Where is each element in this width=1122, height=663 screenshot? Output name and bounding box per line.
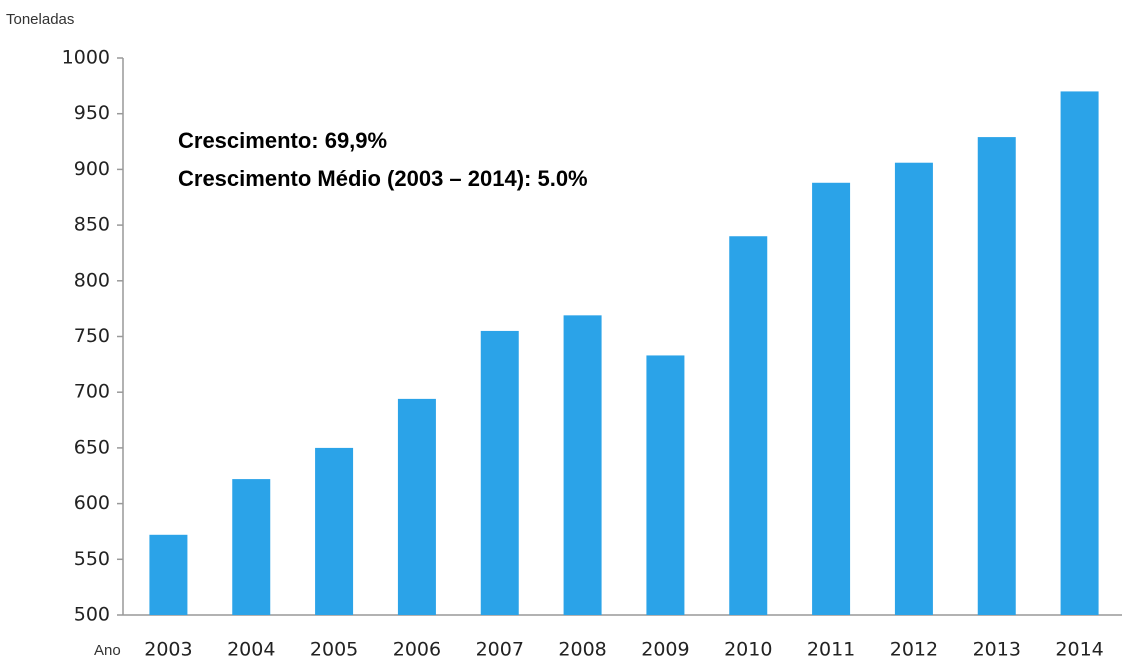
y-tick-label: 950	[74, 102, 110, 124]
y-tick-label: 500	[74, 604, 110, 626]
x-tick-label: 2010	[724, 639, 772, 661]
bar	[812, 182, 851, 615]
y-tick-label: 850	[74, 214, 110, 236]
x-tick-label: 2012	[890, 639, 938, 661]
x-tick-label: 2009	[641, 639, 689, 661]
y-tick-label: 750	[74, 325, 110, 347]
y-tick-label: 550	[74, 548, 110, 570]
bar	[563, 315, 602, 615]
x-tick-label: 2005	[310, 639, 358, 661]
bar	[397, 398, 436, 615]
x-tick-label: 2013	[973, 639, 1021, 661]
x-tick-label: 2014	[1055, 639, 1103, 661]
x-tick-label: 2004	[227, 639, 275, 661]
bar	[232, 479, 271, 615]
bar	[480, 330, 519, 615]
x-tick-label: 2011	[807, 639, 855, 661]
bar	[977, 137, 1016, 615]
x-tick-label: 2006	[393, 639, 441, 661]
x-axis-label: Ano	[94, 642, 121, 659]
x-tick-label: 2003	[144, 639, 192, 661]
y-tick-label: 650	[74, 436, 110, 458]
y-tick-label: 600	[74, 492, 110, 514]
bar	[894, 162, 933, 615]
bar	[315, 447, 354, 615]
y-tick-label: 1000	[62, 47, 110, 69]
y-tick-label: 900	[74, 158, 110, 180]
x-tick-label: 2007	[476, 639, 524, 661]
y-tick-label: 800	[74, 269, 110, 291]
bar	[646, 355, 685, 615]
annotation: Crescimento: 69,9%	[178, 128, 387, 153]
bar	[729, 236, 768, 616]
annotation: Crescimento Médio (2003 – 2014): 5.0%	[178, 166, 588, 191]
x-tick-label: 2008	[558, 639, 606, 661]
y-tick-label: 700	[74, 381, 110, 403]
y-axis-label: Toneladas	[6, 11, 74, 28]
bar	[1060, 91, 1099, 616]
bar	[149, 534, 188, 615]
